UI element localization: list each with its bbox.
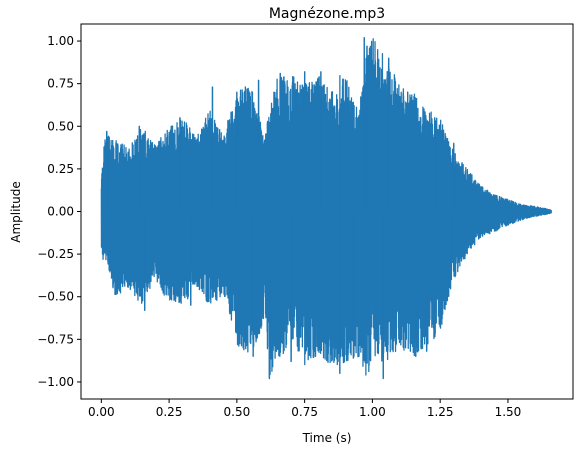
x-axis: 0.00 0.25 0.50 0.75 1.00 1.25 1.50 bbox=[88, 399, 521, 419]
chart-title: Magnézone.mp3 bbox=[269, 6, 385, 22]
y-axis-label: Amplitude bbox=[9, 181, 23, 243]
x-axis-label: Time (s) bbox=[302, 431, 352, 445]
y-tick-label: 1.00 bbox=[47, 34, 74, 48]
y-tick-label: 0.25 bbox=[47, 162, 74, 176]
y-tick-label: −1.00 bbox=[37, 375, 74, 389]
plot-area bbox=[100, 36, 552, 380]
x-tick-label: 0.50 bbox=[224, 405, 251, 419]
x-tick-label: 1.00 bbox=[359, 405, 386, 419]
waveform-series-line bbox=[100, 36, 552, 380]
y-tick-label: −0.50 bbox=[37, 290, 74, 304]
y-tick-label: 0.75 bbox=[47, 77, 74, 91]
x-tick-label: 0.75 bbox=[291, 405, 318, 419]
y-tick-label: 0.50 bbox=[47, 119, 74, 133]
x-tick-label: 0.00 bbox=[88, 405, 115, 419]
x-tick-label: 0.25 bbox=[156, 405, 183, 419]
x-tick-label: 1.25 bbox=[427, 405, 454, 419]
y-tick-label: −0.75 bbox=[37, 332, 74, 346]
y-tick-label: 0.00 bbox=[47, 205, 74, 219]
y-tick-label: −0.25 bbox=[37, 247, 74, 261]
y-axis: −1.00 −0.75 −0.50 −0.25 0.00 0.25 0.50 0.75 1.00 bbox=[37, 34, 81, 389]
x-tick-label: 1.50 bbox=[495, 405, 522, 419]
